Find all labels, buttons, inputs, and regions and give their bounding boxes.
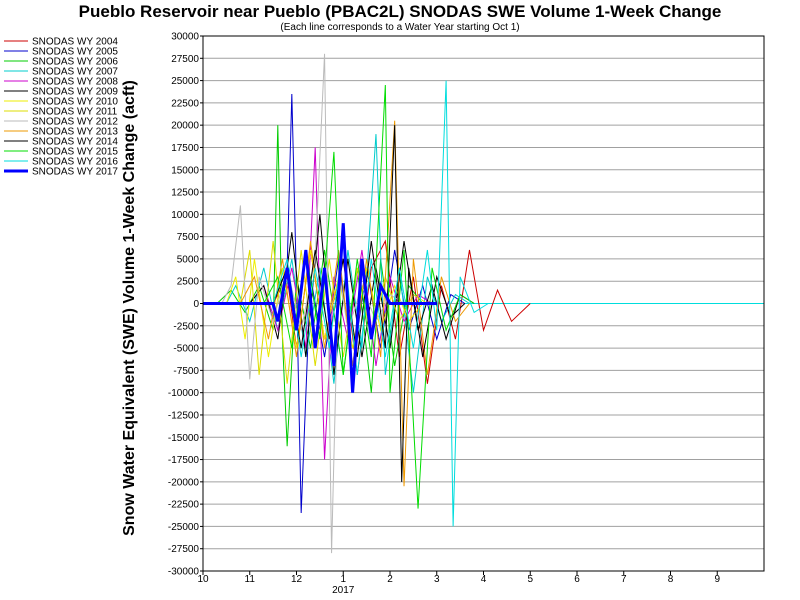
y-tick-label: 0 (193, 299, 199, 310)
legend-entry: SNODAS WY 2009 (32, 87, 118, 98)
x-tick-label: 1 (340, 574, 346, 585)
legend-entry: SNODAS WY 2005 (32, 47, 118, 58)
chart-title: Pueblo Reservoir near Pueblo (PBAC2L) SN… (79, 2, 722, 21)
y-tick-label: 15000 (171, 165, 199, 176)
x-tick-label: 12 (291, 574, 303, 585)
chart-subtitle: (Each line corresponds to a Water Year s… (280, 22, 519, 33)
legend-entry: SNODAS WY 2014 (32, 137, 118, 148)
legend-entry: SNODAS WY 2016 (32, 157, 118, 168)
y-tick-label: -2500 (173, 321, 199, 332)
y-tick-label: 10000 (171, 210, 199, 221)
series-lines (203, 53, 764, 554)
x-tick-label: 5 (527, 574, 533, 585)
y-tick-label: 25000 (171, 76, 199, 87)
series-line-13 (203, 223, 437, 393)
legend-entry: SNODAS WY 2010 (32, 97, 118, 108)
legend-entry: SNODAS WY 2011 (32, 107, 118, 118)
y-tick-label: 5000 (177, 254, 200, 265)
legend-entry: SNODAS WY 2008 (32, 77, 118, 88)
y-tick-label: 17500 (171, 143, 199, 154)
x-tick-label: 10 (197, 574, 209, 585)
x-tick-label: 9 (714, 574, 720, 585)
y-tick-label: -12500 (168, 410, 200, 421)
legend-entry: SNODAS WY 2017 (32, 167, 118, 178)
legend-entry: SNODAS WY 2004 (32, 37, 118, 48)
y-tick-label: -7500 (173, 366, 199, 377)
x-tick-label: 6 (574, 574, 580, 585)
y-tick-label: -20000 (168, 477, 200, 488)
series-line-12 (272, 80, 489, 527)
y-tick-label: 30000 (171, 32, 199, 43)
x-tick-labels: 10 11 12 1 2 3 4 5 6 7 8 9 (197, 571, 720, 585)
x-year-label: 2017 (332, 585, 355, 596)
x-tick-label: 8 (668, 574, 674, 585)
x-tick-label: 7 (621, 574, 627, 585)
legend-entry: SNODAS WY 2013 (32, 127, 118, 138)
y-tick-label: -30000 (168, 567, 200, 578)
y-tick-label: -27500 (168, 544, 200, 555)
y-tick-label: -17500 (168, 455, 200, 466)
y-tick-label: -5000 (173, 344, 199, 355)
y-tick-label: 2500 (177, 277, 200, 288)
legend-entry: SNODAS WY 2006 (32, 57, 118, 68)
x-tick-label: 3 (434, 574, 440, 585)
x-tick-label: 2 (387, 574, 393, 585)
y-tick-label: 27500 (171, 54, 199, 65)
y-tick-label: -25000 (168, 522, 200, 533)
y-tick-label: 7500 (177, 232, 200, 243)
y-tick-label: -22500 (168, 500, 200, 511)
legend-entry: SNODAS WY 2015 (32, 147, 118, 158)
y-tick-label: 12500 (171, 188, 199, 199)
y-tick-label: -10000 (168, 388, 200, 399)
legend-entry: SNODAS WY 2012 (32, 117, 118, 128)
series-line-2 (216, 125, 424, 447)
x-tick-label: 4 (481, 574, 487, 585)
y-tick-label: 20000 (171, 121, 199, 132)
x-tick-label: 11 (245, 574, 256, 585)
y-axis-label: Snow Water Equivalent (SWE) Volume 1-Wee… (121, 80, 138, 536)
y-tick-label: 22500 (171, 98, 199, 109)
legend-entry: SNODAS WY 2007 (32, 67, 118, 78)
y-tick-labels: 3000027500250002250020000175001500012500… (168, 32, 203, 578)
series-line-7 (239, 241, 428, 384)
y-tick-label: -15000 (168, 433, 200, 444)
series-line-3 (225, 134, 470, 393)
